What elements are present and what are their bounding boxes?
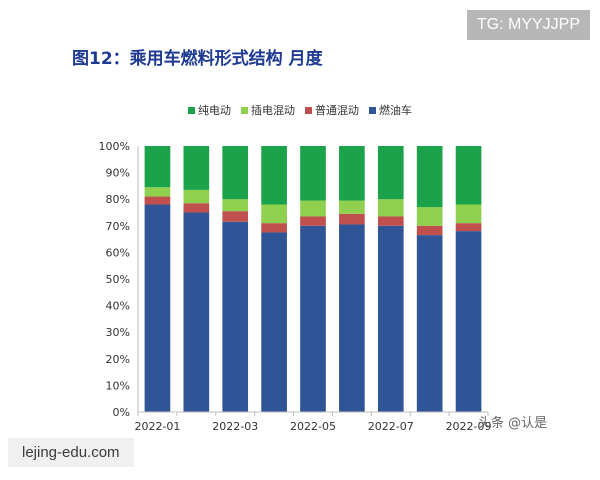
- x-tick-label: 2022-07: [368, 420, 414, 433]
- site-badge: lejing-edu.com: [8, 438, 134, 467]
- bar-segment-ice: [183, 212, 210, 412]
- bar-segment-hev: [261, 223, 287, 233]
- bar-segment-hev: [339, 213, 365, 225]
- y-tick-label: 30%: [106, 326, 130, 339]
- bar-segment-hev: [222, 211, 249, 222]
- bar-segment-hev: [183, 203, 210, 213]
- y-tick-label: 20%: [106, 353, 130, 366]
- bar-segment-phev: [339, 200, 365, 214]
- bar-segment-hev: [144, 196, 171, 205]
- y-tick-label: 90%: [106, 167, 130, 180]
- legend-swatch-bev: [188, 106, 195, 114]
- legend-label-bev: 纯电动: [198, 104, 231, 117]
- bar-segment-ice: [455, 231, 482, 412]
- bar-segment-phev: [222, 199, 249, 212]
- legend-swatch-phev: [241, 106, 248, 114]
- tg-badge: TG: MYYJJPP: [466, 10, 590, 40]
- y-axis: 0% 10% 20% 30% 40% 50% 60% 70% 80% 90% 100%: [99, 140, 139, 419]
- bar-segment-bev: [300, 146, 326, 201]
- y-tick-label: 0%: [113, 406, 130, 419]
- legend-swatch-hev: [305, 106, 312, 114]
- bar-segment-phev: [300, 200, 326, 217]
- bar-segment-ice: [300, 225, 326, 412]
- x-axis: 2022-01 2022-03 2022-05 2022-07 2022-09: [134, 411, 492, 433]
- legend-label-hev: 普通混动: [315, 104, 359, 117]
- bar-segment-ice: [339, 224, 365, 412]
- legend-label-phev: 插电混动: [251, 104, 295, 117]
- bar-segment-bev: [339, 146, 365, 201]
- watermark: 头条 @认是: [478, 416, 548, 431]
- legend-item-ice: 燃油车: [369, 102, 412, 118]
- bar-segment-bev: [183, 146, 210, 190]
- y-tick-label: 40%: [106, 300, 130, 313]
- chart-title: 图12：乘用车燃料形式结构 月度: [72, 49, 323, 69]
- y-tick-label: 100%: [99, 140, 130, 153]
- bar-segment-ice: [261, 232, 287, 412]
- bar-segment-bev: [377, 146, 404, 200]
- bar-segment-ice: [222, 221, 249, 412]
- legend-swatch-ice: [369, 106, 376, 114]
- y-tick-label: 10%: [106, 379, 130, 392]
- bar-segment-bev: [455, 146, 482, 205]
- y-tick-label: 70%: [106, 220, 130, 233]
- bar-segment-ice: [416, 235, 443, 412]
- bar-segment-hev: [416, 225, 443, 236]
- bar-segment-hev: [300, 216, 326, 226]
- bar-segment-phev: [377, 199, 404, 217]
- bar-segment-phev: [144, 187, 171, 197]
- bars-group: [144, 146, 482, 412]
- x-tick-label: 2022-09: [446, 420, 492, 433]
- x-tick-label: 2022-03: [212, 420, 258, 433]
- bar-segment-bev: [144, 146, 171, 188]
- chart-legend: 纯电动 插电混动 普通混动 燃油车: [150, 102, 450, 118]
- bar-segment-phev: [416, 207, 443, 226]
- legend-item-phev: 插电混动: [241, 102, 295, 118]
- bar-segment-ice: [377, 225, 404, 412]
- x-tick-label: 2022-05: [290, 420, 336, 433]
- legend-label-ice: 燃油车: [379, 104, 412, 117]
- bar-segment-hev: [377, 216, 404, 226]
- bar-segment-bev: [261, 146, 287, 205]
- legend-item-bev: 纯电动: [188, 102, 231, 118]
- bar-segment-phev: [455, 204, 482, 224]
- y-tick-label: 50%: [106, 273, 130, 286]
- bar-segment-bev: [416, 146, 443, 208]
- y-tick-label: 60%: [106, 246, 130, 259]
- x-tick-label: 2022-01: [134, 420, 180, 433]
- y-tick-label: 80%: [106, 193, 130, 206]
- bar-segment-bev: [222, 146, 249, 200]
- bar-segment-ice: [144, 204, 171, 412]
- bar-segment-hev: [455, 223, 482, 232]
- legend-item-hev: 普通混动: [305, 102, 359, 118]
- bar-segment-phev: [183, 189, 210, 204]
- bar-segment-phev: [261, 204, 287, 224]
